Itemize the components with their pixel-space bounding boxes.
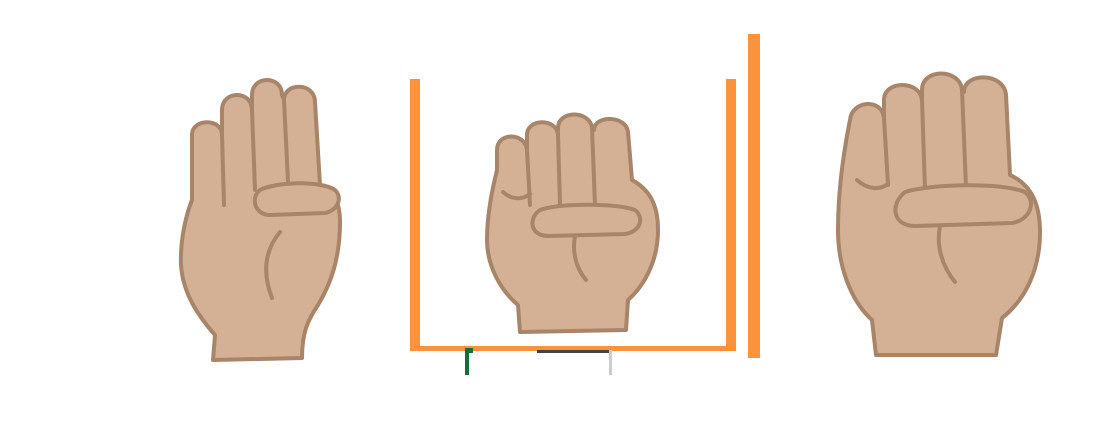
green-marker-tip: [465, 348, 473, 353]
frame-outer-bar: [748, 34, 760, 358]
middle-fist-finger-line: [590, 126, 597, 207]
left-hand-crease: [264, 230, 282, 300]
right-fist-crease: [936, 224, 957, 284]
middle-fist-finger-line: [556, 133, 562, 207]
right-fist-finger-line: [882, 116, 890, 187]
closed-fist-large-icon: [836, 71, 1042, 357]
left-hand-finger-line: [220, 133, 226, 207]
left-hand-thumb: [252, 181, 341, 217]
right-fist-finger-line: [920, 98, 927, 192]
left-hand-finger-line: [282, 98, 290, 184]
right-fist-thumb: [893, 183, 1033, 228]
left-hand-palm: [178, 78, 342, 362]
green-marker: [465, 348, 469, 375]
middle-fist-knuckle-line: [501, 190, 532, 201]
right-fist-finger-line: [960, 88, 968, 190]
dark-marker-segment: [537, 350, 609, 353]
frame-left-bar: [410, 79, 420, 351]
frame-right-bar: [726, 79, 736, 351]
gray-marker: [609, 350, 612, 375]
highlight-frame: [410, 34, 760, 358]
closed-fist-icon: [485, 112, 660, 334]
middle-fist-thumb: [530, 202, 643, 238]
left-hand-finger-line: [250, 108, 257, 192]
open-hand-thumb-folded-icon: [178, 78, 342, 362]
right-fist-knuckle-line: [855, 178, 890, 191]
middle-fist-crease: [572, 234, 588, 282]
baseline-markers: [465, 348, 612, 375]
frame-bottom-bar: [410, 346, 736, 351]
